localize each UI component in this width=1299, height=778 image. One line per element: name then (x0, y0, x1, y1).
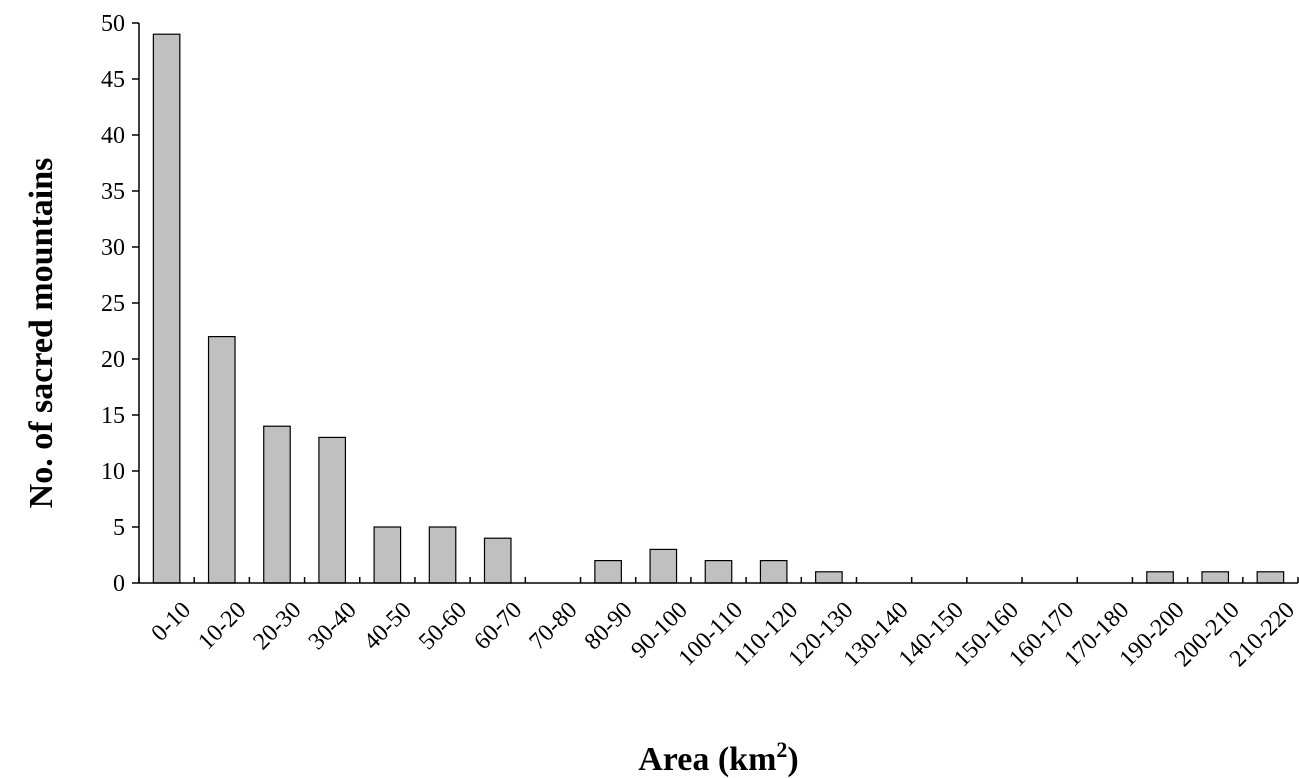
y-ticks: 0 5 10 15 20 25 30 35 40 45 50 (101, 11, 139, 597)
bar-120-130 (815, 571, 843, 584)
y-tick-label: 25 (101, 291, 125, 317)
y-tick-label: 30 (101, 235, 125, 261)
y-tick-label: 0 (113, 571, 125, 597)
bar-100-110 (704, 559, 733, 584)
bar-80-90 (594, 559, 622, 584)
x-axis-title-superscript: 2 (776, 737, 787, 762)
x-tick-labels: 0-1010-2020-3030-4040-5050-6060-7070-808… (147, 597, 1299, 672)
y-axis-title: No. of sacred mountains (23, 158, 60, 509)
y-tick-label: 40 (101, 123, 125, 149)
bar-20-30 (263, 425, 291, 584)
bar-10-20 (207, 336, 236, 584)
axes-layer (138, 23, 1298, 584)
bar-0-10 (152, 33, 181, 584)
y-tick-label: 15 (101, 403, 125, 429)
x-tick-label: 50-60 (414, 597, 472, 655)
x-tick-label: 40-50 (359, 597, 417, 655)
x-tick-label: 60-70 (469, 597, 527, 655)
x-tick-label: 30-40 (304, 597, 362, 655)
y-tick-label: 35 (101, 179, 125, 205)
y-tick-label: 10 (101, 459, 125, 485)
bar-90-100 (649, 548, 678, 584)
x-axis-title-suffix: ) (787, 741, 798, 778)
bar-210-220 (1256, 571, 1285, 584)
bar-40-50 (373, 526, 402, 584)
bar-200-210 (1201, 571, 1230, 584)
x-tick-label: 20-30 (249, 597, 307, 655)
bar-30-40 (318, 436, 347, 584)
bars-layer (152, 33, 1285, 584)
y-tick-label: 5 (113, 515, 125, 541)
bar-190-200 (1146, 571, 1174, 584)
bar-50-60 (428, 526, 457, 584)
x-tick-label: 70-80 (525, 597, 583, 655)
x-ticks (138, 577, 1299, 583)
x-axis-title-main: Area (km (638, 741, 776, 778)
y-tick-label: 50 (101, 11, 125, 37)
bar-60-70 (483, 537, 512, 584)
y-tick-label: 20 (101, 347, 125, 373)
x-tick-label: 0-10 (147, 597, 196, 646)
y-tick-label: 45 (101, 67, 125, 93)
x-axis-title: Area (km2) (638, 737, 799, 778)
x-tick-label: 10-20 (193, 597, 251, 655)
bar-110-120 (759, 559, 788, 584)
